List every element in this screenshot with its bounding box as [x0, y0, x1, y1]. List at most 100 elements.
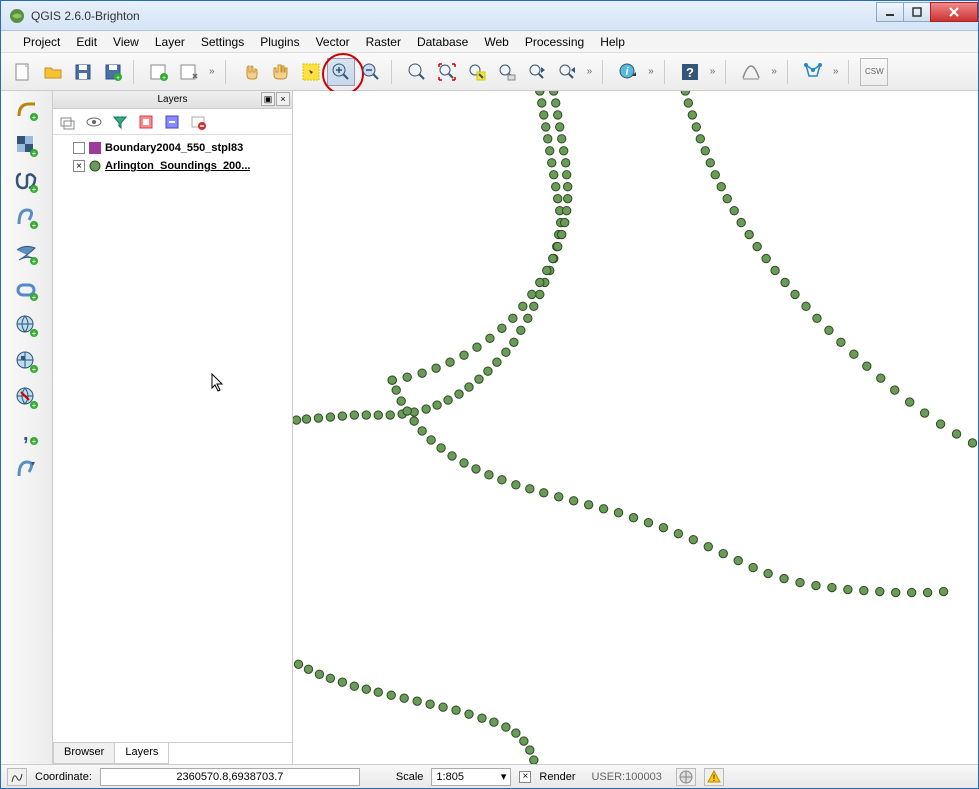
add-spatialite-layer-button[interactable]: + — [12, 203, 42, 233]
zoom-next-button[interactable] — [553, 58, 581, 86]
layers-panel: Layers ▣ × Boundary2004_550_ — [53, 91, 293, 764]
svg-text:+: + — [31, 401, 36, 410]
crs-button[interactable] — [676, 768, 696, 786]
coordinate-input[interactable] — [100, 768, 360, 786]
close-button[interactable] — [930, 2, 978, 22]
toolbar-expand-2[interactable]: » — [583, 66, 597, 77]
menu-view[interactable]: View — [105, 32, 147, 52]
menu-web[interactable]: Web — [476, 32, 516, 52]
menu-database[interactable]: Database — [409, 32, 476, 52]
cursor-icon — [211, 373, 227, 393]
user-crs-label: USER:100003 — [591, 771, 661, 783]
left-toolbar: + + + + + + + + + ,+ — [1, 91, 53, 764]
svg-text:+: + — [31, 221, 36, 230]
add-vector-layer-button[interactable]: + — [12, 95, 42, 125]
topology-button[interactable] — [799, 58, 827, 86]
maximize-button[interactable] — [903, 2, 931, 22]
svg-text:!: ! — [713, 773, 716, 783]
add-wfs-layer-button[interactable]: + — [12, 383, 42, 413]
scale-label: Scale — [396, 771, 424, 783]
titlebar: QGIS 2.6.0-Brighton — [1, 1, 978, 31]
svg-text:+: + — [162, 75, 166, 82]
layer-swatch — [89, 160, 101, 172]
remove-layer-button[interactable] — [189, 113, 207, 131]
layers-panel-title: Layers — [157, 94, 187, 105]
touch-button[interactable] — [237, 58, 265, 86]
save-as-button[interactable]: + — [99, 58, 127, 86]
add-oracle-layer-button[interactable]: + — [12, 275, 42, 305]
menu-vector[interactable]: Vector — [308, 32, 358, 52]
scale-select[interactable]: 1:805▾ — [431, 768, 511, 786]
minimize-button[interactable] — [876, 2, 904, 22]
zoom-out-button[interactable] — [357, 58, 385, 86]
render-label: Render — [539, 771, 575, 783]
identify-button[interactable]: i — [614, 58, 642, 86]
add-mssql-layer-button[interactable]: + — [12, 239, 42, 269]
zoom-to-selection-button[interactable] — [463, 58, 491, 86]
messages-button[interactable]: ! — [704, 768, 724, 786]
menu-project[interactable]: Project — [15, 32, 68, 52]
toggle-extents-button[interactable] — [7, 768, 27, 786]
add-postgis-layer-button[interactable]: + — [12, 167, 42, 197]
csw-button[interactable]: CSW — [860, 58, 888, 86]
toolbar-expand-5[interactable]: » — [767, 66, 781, 77]
open-project-button[interactable] — [39, 58, 67, 86]
svg-text:+: + — [31, 149, 36, 158]
toolbar-expand-3[interactable]: » — [644, 66, 658, 77]
add-delimited-text-button[interactable]: ,+ — [12, 419, 42, 449]
svg-text:+: + — [31, 329, 36, 338]
composer-manager-button[interactable] — [175, 58, 203, 86]
pan-button[interactable] — [267, 58, 295, 86]
menu-plugins[interactable]: Plugins — [252, 32, 307, 52]
zoom-native-button[interactable] — [403, 58, 431, 86]
svg-text:+: + — [31, 185, 36, 194]
zoom-to-layer-button[interactable] — [493, 58, 521, 86]
menu-processing[interactable]: Processing — [517, 32, 592, 52]
statusbar: Coordinate: Scale 1:805▾ × Render USER:1… — [1, 764, 978, 788]
new-composer-button[interactable]: + — [145, 58, 173, 86]
tab-browser[interactable]: Browser — [53, 743, 115, 764]
zoom-full-button[interactable] — [433, 58, 461, 86]
toolbar-expand-1[interactable]: » — [205, 66, 219, 77]
zoom-last-button[interactable] — [523, 58, 551, 86]
filter-button[interactable] — [111, 113, 129, 131]
add-raster-layer-button[interactable]: + — [12, 131, 42, 161]
collapse-all-button[interactable] — [163, 113, 181, 131]
add-wcs-layer-button[interactable]: + — [12, 347, 42, 377]
visibility-button[interactable] — [85, 113, 103, 131]
map-canvas[interactable] — [293, 91, 978, 764]
toolbar-expand-4[interactable]: » — [706, 66, 720, 77]
add-group-button[interactable] — [59, 113, 77, 131]
menu-help[interactable]: Help — [592, 32, 633, 52]
histogram-button[interactable] — [737, 58, 765, 86]
layer-row-soundings[interactable]: × Arlington_Soundings_200... — [59, 157, 286, 175]
window-title: QGIS 2.6.0-Brighton — [31, 9, 877, 23]
new-project-button[interactable] — [9, 58, 37, 86]
layer-checkbox[interactable] — [73, 142, 85, 154]
layer-label: Arlington_Soundings_200... — [105, 160, 250, 172]
svg-text:+: + — [31, 257, 36, 266]
save-project-button[interactable] — [69, 58, 97, 86]
toolbar-expand-6[interactable]: » — [829, 66, 843, 77]
add-wms-layer-button[interactable]: + — [12, 311, 42, 341]
svg-text:+: + — [31, 437, 36, 446]
menu-raster[interactable]: Raster — [358, 32, 409, 52]
svg-text:,: , — [23, 423, 29, 445]
svg-text:+: + — [31, 113, 36, 122]
panel-close-button[interactable]: × — [276, 92, 290, 106]
svg-text:+: + — [31, 293, 36, 302]
svg-text:?: ? — [686, 65, 694, 80]
help-button[interactable]: ? — [676, 58, 704, 86]
layer-row-boundary[interactable]: Boundary2004_550_stpl83 — [59, 139, 286, 157]
menu-edit[interactable]: Edit — [68, 32, 105, 52]
render-checkbox[interactable]: × — [519, 771, 531, 783]
layer-checkbox[interactable]: × — [73, 160, 85, 172]
tab-layers[interactable]: Layers — [114, 743, 169, 764]
zoom-in-button[interactable] — [327, 58, 355, 86]
add-virtual-layer-button[interactable] — [12, 455, 42, 485]
panel-undock-button[interactable]: ▣ — [261, 92, 275, 106]
expand-all-button[interactable] — [137, 113, 155, 131]
pan-to-selection-button[interactable] — [297, 58, 325, 86]
menu-settings[interactable]: Settings — [193, 32, 252, 52]
menu-layer[interactable]: Layer — [147, 32, 193, 52]
